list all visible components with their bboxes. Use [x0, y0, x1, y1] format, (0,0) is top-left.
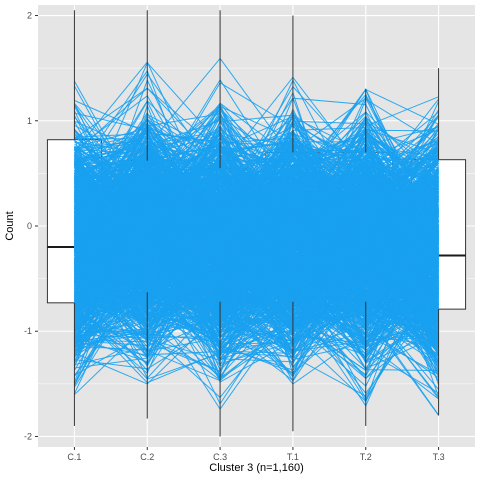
series-line — [73, 114, 439, 242]
x-tick-label: T.3 — [433, 452, 445, 462]
series-line — [74, 193, 440, 326]
series-line — [73, 176, 439, 358]
x-tick-label: C.2 — [140, 452, 154, 462]
y-tick-label: -2 — [24, 431, 32, 441]
y-tick-label: 1 — [27, 116, 32, 126]
series-line — [74, 163, 439, 352]
series-line — [74, 82, 440, 293]
series-line — [74, 275, 440, 397]
series-line — [74, 174, 439, 304]
x-axis-title: Cluster 3 (n=1,160) — [209, 462, 303, 474]
y-tick-label: 0 — [27, 221, 32, 231]
series-line — [74, 172, 439, 258]
series-line — [74, 208, 439, 308]
series-line — [74, 147, 440, 309]
series-line — [74, 188, 439, 311]
series-line — [74, 155, 439, 339]
series-line — [74, 268, 439, 351]
x-tick-label: C.1 — [67, 452, 81, 462]
series-line — [74, 207, 439, 310]
series-line — [74, 136, 439, 286]
series-line — [73, 245, 439, 382]
series-line — [74, 150, 439, 254]
series-line — [74, 154, 439, 347]
series-line — [74, 210, 440, 382]
series-line — [74, 95, 439, 275]
x-tick-label: T.1 — [287, 452, 299, 462]
series-line — [74, 255, 439, 355]
series-line — [74, 183, 439, 342]
series-line — [74, 173, 440, 342]
series-line — [74, 194, 439, 334]
series-line — [74, 115, 439, 303]
x-tick-label: T.2 — [360, 452, 372, 462]
series-line — [73, 169, 439, 348]
series-line — [74, 199, 439, 339]
series-line — [74, 149, 440, 375]
series-line — [73, 97, 440, 379]
series-line — [74, 169, 440, 296]
y-axis-ticks: -2 -1 0 1 2 — [24, 11, 38, 441]
whisker-layer — [73, 10, 440, 437]
series-line — [74, 224, 439, 341]
series-line — [74, 123, 439, 235]
series-line — [74, 175, 439, 304]
series-line — [74, 252, 439, 329]
series-line — [74, 188, 439, 362]
series-line — [74, 173, 439, 248]
series-line — [74, 192, 439, 354]
series-line — [74, 237, 439, 349]
y-axis-title: Count — [4, 211, 16, 240]
x-tick-label: C.3 — [213, 452, 227, 462]
series-line — [73, 156, 439, 304]
series-line — [74, 150, 439, 280]
series-line — [74, 162, 439, 260]
x-axis-ticks: C.1 C.2 C.3 T.1 T.2 T.3 — [67, 447, 445, 462]
series-line — [73, 147, 439, 337]
series-line — [74, 174, 439, 331]
series-line — [74, 148, 439, 273]
series-line — [73, 149, 439, 346]
series-lines — [73, 57, 440, 416]
y-tick-label: -1 — [24, 326, 32, 336]
series-line — [74, 159, 439, 352]
series-line — [74, 143, 439, 267]
y-tick-label: 2 — [27, 11, 32, 21]
